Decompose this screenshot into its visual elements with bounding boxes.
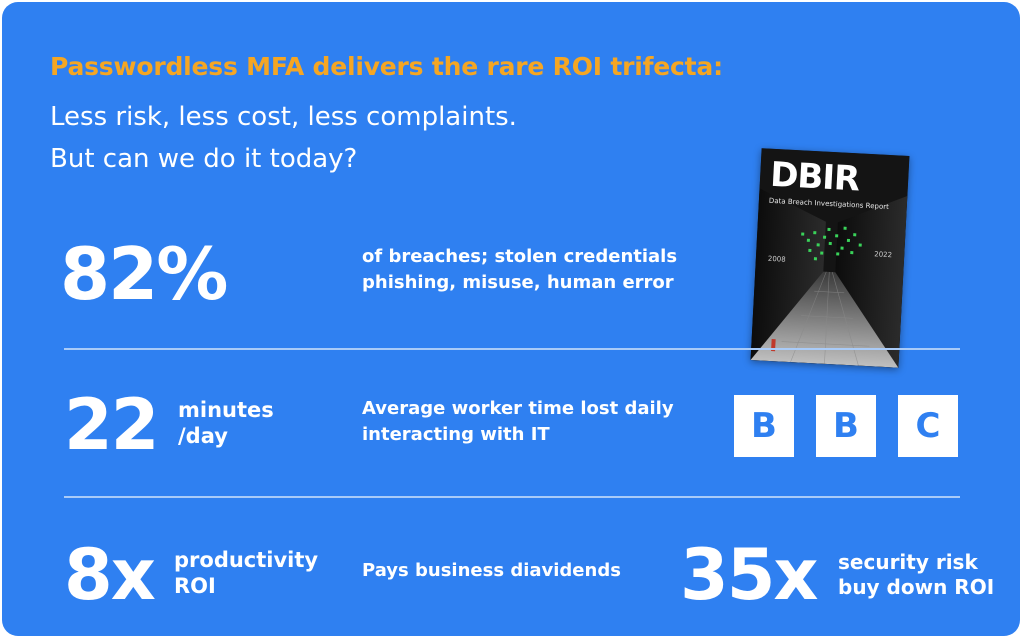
stat-8x-unit-line-1: productivity <box>174 548 319 572</box>
subheadline-line-2: But can we do it today? <box>50 144 358 174</box>
stat-22-unit-line-2: /day <box>178 424 228 449</box>
subheadline-line-1: Less risk, less cost, less complaints. <box>50 102 517 132</box>
stat-22-description-line-1: Average worker time lost daily <box>362 398 674 419</box>
stat-22-unit-line-1: minutes <box>178 398 274 422</box>
dbir-title: DBIR <box>769 154 861 200</box>
divider-1 <box>64 348 960 350</box>
bbc-logo-block-b1: B <box>734 395 794 457</box>
stat-8x: 8x <box>64 534 156 616</box>
bbc-logo-block-c: C <box>898 395 958 457</box>
stat-35x: 35x <box>680 534 819 616</box>
stat-22-description-line-2: interacting with IT <box>362 423 550 445</box>
stat-8x-unit-line-2: ROI <box>174 574 216 599</box>
stat-8x-description: Pays business diavidends <box>362 560 621 581</box>
stat-82-description-line-1: of breaches; stolen credentials <box>362 246 678 267</box>
dbir-year-start: 2008 <box>767 254 786 264</box>
stat-22-unit: minutes /day <box>178 397 274 450</box>
stat-82-description-line-2: phishing, misuse, human error <box>362 271 674 293</box>
divider-2 <box>64 496 960 498</box>
stat-82-description: of breaches; stolen credentials phishing… <box>362 244 677 295</box>
stat-8x-unit: productivity ROI <box>174 547 318 600</box>
stat-35x-unit-line-1: security risk <box>838 550 978 574</box>
bbc-logo-block-b2: B <box>816 395 876 457</box>
stat-35x-unit-line-2: buy down ROI <box>838 575 995 599</box>
stat-22-description: Average worker time lost daily interacti… <box>362 396 674 447</box>
server-aisle-image <box>750 148 910 368</box>
headline: Passwordless MFA delivers the rare ROI t… <box>50 52 723 81</box>
dbir-year-end: 2022 <box>874 250 893 260</box>
dbir-report-cover: DBIR Data Breach Investigations Report 2… <box>750 148 910 368</box>
stat-82-percent: 82% <box>60 232 228 316</box>
stat-22-minutes: 22 <box>64 384 159 466</box>
stat-35x-unit: security risk buy down ROI <box>838 550 994 600</box>
